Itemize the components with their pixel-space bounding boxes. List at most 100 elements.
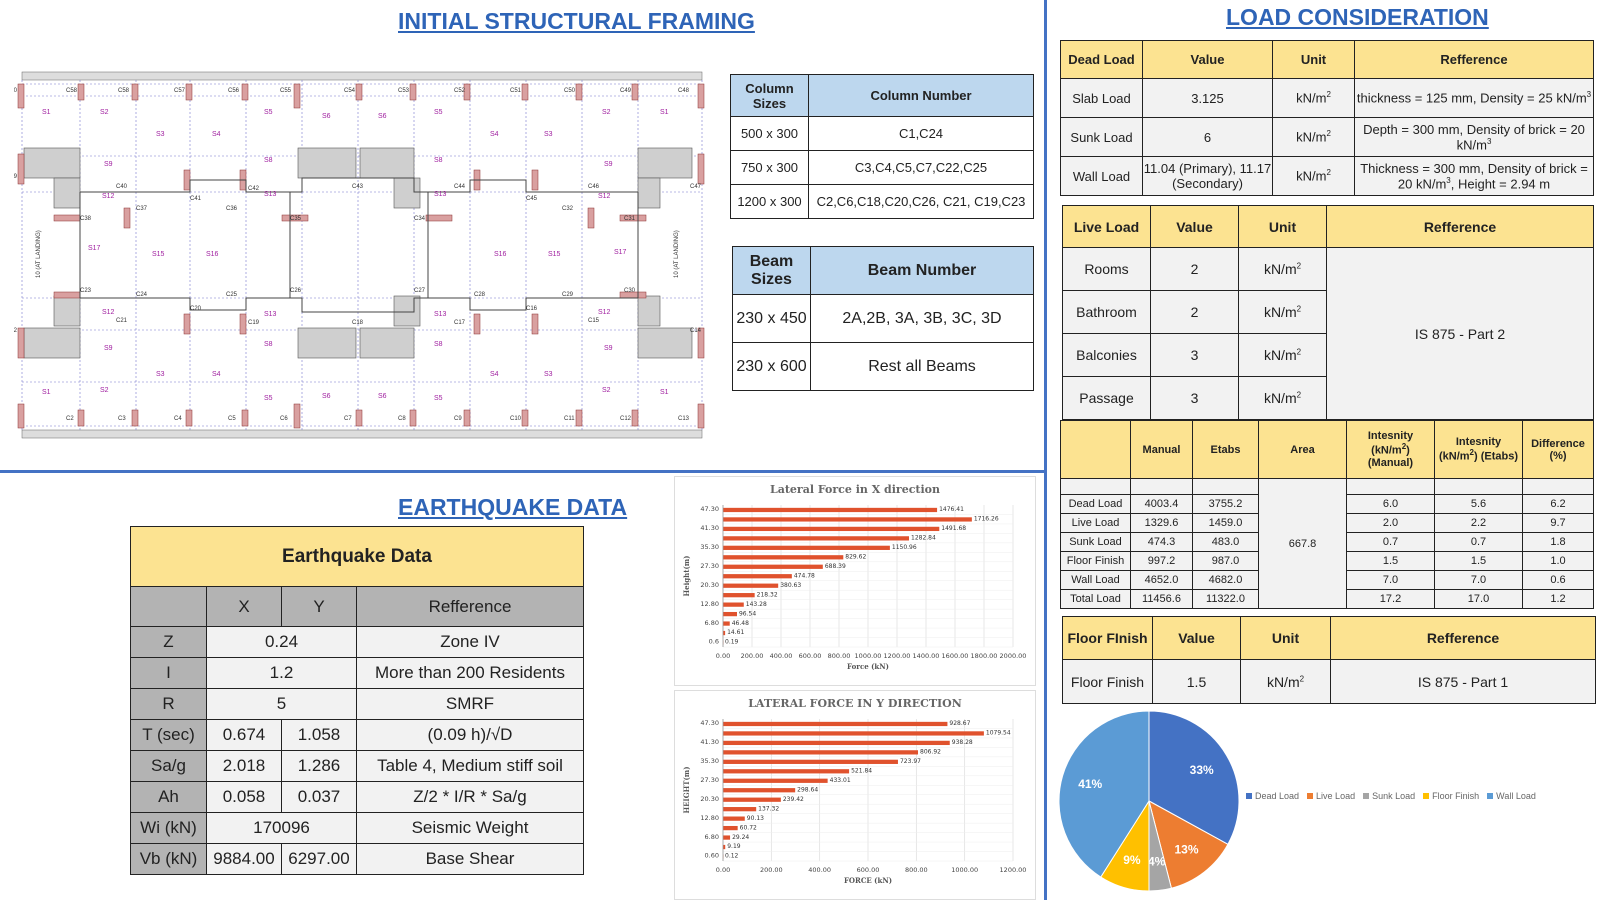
table-row: 750 x 300 C3,C4,C5,C7,C22,C25 [731,151,1034,185]
ff-name-cell: Floor Finish [1063,660,1153,704]
svg-text:S17: S17 [88,245,101,252]
svg-text:10 (AT LANDING): 10 (AT LANDING) [36,230,42,278]
legend-item: Live Load [1307,791,1355,801]
table-row: Rooms 2 kN/m2 IS 875 - Part 2 [1063,248,1594,291]
svg-text:C43: C43 [352,184,364,190]
svg-text:S13: S13 [264,191,277,198]
x-tick-label: 200.00 [760,866,783,874]
svg-text:C58: C58 [66,88,78,94]
svg-text:S12: S12 [598,309,611,316]
svg-text:S8: S8 [264,341,273,348]
table-row: T (sec) 0.674 1.058 (0.09 h)/√D [131,720,584,751]
data-label: 29.24 [732,834,749,841]
eq-ref-cell: Zone IV [357,627,584,658]
dl-name-cell: Sunk Load [1061,118,1143,157]
eq-param-cell: R [131,689,207,720]
data-label: 1491.68 [941,525,966,532]
cmp-etabs-cell: 987.0 [1193,552,1259,571]
ff-header-value: Value [1153,617,1241,660]
svg-text:S3: S3 [156,131,165,138]
svg-text:C58: C58 [118,88,130,94]
dl-name-cell: Slab Load [1061,79,1143,118]
y-tick-label: 0.6 [709,638,719,646]
cmp-int-etabs-cell: 7.0 [1435,571,1523,590]
svg-text:S16: S16 [494,251,507,258]
svg-text:C15: C15 [588,318,600,324]
eq-x-cell: 0.674 [207,720,282,751]
cmp-header-area: Area [1259,421,1347,479]
vertical-divider [1044,0,1047,900]
svg-text:C19: C19 [248,320,260,326]
svg-text:10 (AT LANDING): 10 (AT LANDING) [674,230,680,278]
data-label: 1282.84 [911,535,936,542]
svg-text:C54: C54 [344,88,356,94]
cmp-name-cell: Floor Finish [1061,552,1131,571]
dl-name-cell: Wall Load [1061,157,1143,196]
y-tick-label: 47.30 [700,505,719,513]
svg-text:S15: S15 [548,251,561,258]
data-label: 0.19 [725,639,739,646]
data-label: 1476.41 [939,506,964,513]
dl-value-cell: 6 [1143,118,1273,157]
eq-header-ref: Refference [357,587,584,627]
table-row: Floor Finish 1.5 kN/m2 IS 875 - Part 1 [1063,660,1596,704]
floor-finish-table: Floor FInish Value Unit Refference Floor… [1062,616,1596,704]
dl-unit-cell: kN/m2 [1273,79,1355,118]
cmp-header-blank [1061,421,1131,479]
cmp-int-etabs-cell: 2.2 [1435,514,1523,533]
legend-item: Sunk Load [1363,791,1415,801]
eq-param-cell: T (sec) [131,720,207,751]
svg-text:S3: S3 [544,371,553,378]
svg-text:S1: S1 [660,389,669,396]
x-tick-label: 1200.00 [884,652,911,660]
svg-text:C52: C52 [454,88,466,94]
column-number-cell: C3,C4,C5,C7,C22,C25 [809,151,1034,185]
bar [723,807,756,811]
svg-text:S2: S2 [602,109,611,116]
bar [723,555,843,559]
svg-text:S1: S1 [660,109,669,116]
bar [723,603,744,607]
svg-text:S12: S12 [102,309,115,316]
dl-unit-cell: kN/m2 [1273,157,1355,196]
eq-x-cell: 2.018 [207,751,282,782]
svg-text:C44: C44 [454,184,466,190]
x-tick-label: 600.00 [799,652,822,660]
svg-text:S13: S13 [264,311,277,318]
x-tick-label: 200.00 [741,652,764,660]
svg-text:S4: S4 [212,131,221,138]
eq-ref-cell: Base Shear [357,844,584,875]
cmp-header-diff: Difference (%) [1523,421,1594,479]
svg-text:C48: C48 [678,88,690,94]
svg-text:S4: S4 [212,371,221,378]
beam-size-cell: 230 x 450 [733,295,811,343]
cmp-area-cell: 667.8 [1259,479,1347,609]
y-tick-label: 41.30 [700,524,719,532]
svg-text:S3: S3 [544,131,553,138]
data-label: 938.28 [952,739,973,746]
svg-text:S3: S3 [156,371,165,378]
cmp-etabs-cell: 1459.0 [1193,514,1259,533]
svg-text:C21: C21 [116,318,128,324]
legend-label: Wall Load [1496,791,1536,801]
x-tick-label: 400.00 [770,652,793,660]
eq-param-cell: I [131,658,207,689]
cmp-name-cell: Total Load [1061,590,1131,609]
cmp-name-cell: Wall Load [1061,571,1131,590]
bar [723,565,823,569]
eq-value-cell: 170096 [207,813,357,844]
beam-number-cell: 2A,2B, 3A, 3B, 3C, 3D [811,295,1034,343]
y-tick-label: 47.30 [700,719,719,727]
bar [723,517,972,521]
legend-swatch [1487,793,1493,799]
legend-label: Floor Finish [1432,791,1479,801]
eq-ref-cell: Seismic Weight [357,813,584,844]
eq-param-cell: Sa/g [131,751,207,782]
cmp-manual-cell: 4003.4 [1131,495,1193,514]
legend-swatch [1363,793,1369,799]
svg-text:S9: S9 [104,345,113,352]
svg-text:S13: S13 [434,311,447,318]
x-tick-label: 1000.00 [855,652,882,660]
